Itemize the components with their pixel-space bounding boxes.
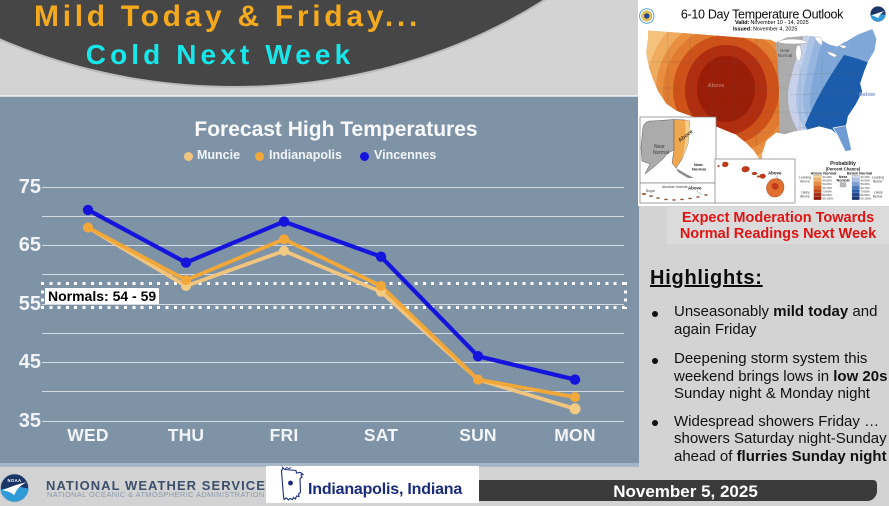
svg-text:Valid:: Valid: [735,20,750,26]
svg-text:Near: Near [694,162,703,167]
svg-text:Above: Above [688,186,702,191]
svg-text:Likely: Likely [874,191,883,195]
svg-text:33-40%: 33-40% [823,175,833,179]
svg-text:Issued:: Issued: [733,27,752,33]
svg-text:November 10 - 14, 2025: November 10 - 14, 2025 [751,20,809,26]
svg-text:60-70%: 60-70% [861,186,871,190]
svg-text:60-70%: 60-70% [823,186,833,190]
svg-text:50-60%: 50-60% [861,182,871,186]
svg-text:Below: Below [859,92,876,98]
svg-text:Probability: Probability [830,161,856,167]
svg-text:90-100%: 90-100% [861,197,872,201]
svg-text:Leaning: Leaning [872,176,884,180]
svg-text:Normal: Normal [778,53,793,58]
svg-text:Normal: Normal [692,167,706,172]
svg-text:Normal: Normal [836,179,849,183]
svg-text:Below: Below [873,180,883,184]
svg-text:Below Normal: Below Normal [847,172,872,176]
svg-text:40-50%: 40-50% [823,179,833,183]
svg-text:November 4, 2025: November 4, 2025 [753,27,797,33]
svg-text:90-100%: 90-100% [823,197,834,201]
svg-text:Above: Above [708,83,725,89]
svg-text:70-80%: 70-80% [823,189,833,193]
svg-text:6-10 Day Temperature Outlook: 6-10 Day Temperature Outlook [681,8,844,22]
svg-text:Aleutian Islands: Aleutian Islands [662,185,688,189]
svg-text:Bogat: Bogat [646,189,655,193]
svg-text:70-80%: 70-80% [861,189,871,193]
svg-text:80-90%: 80-90% [823,193,833,197]
svg-text:Near: Near [839,175,848,179]
svg-text:Likely: Likely [801,191,810,195]
svg-text:Near: Near [780,48,790,53]
svg-text:(Percent Chance): (Percent Chance) [826,167,861,172]
svg-text:Leaning: Leaning [799,176,811,180]
svg-text:80-90%: 80-90% [861,193,871,197]
svg-text:Near: Near [654,144,665,150]
svg-text:40-50%: 40-50% [861,179,871,183]
svg-text:Above: Above [800,180,810,184]
svg-text:Below: Below [873,195,883,199]
svg-text:NOAA: NOAA [8,478,22,483]
svg-text:Normal: Normal [653,150,669,156]
svg-text:Above: Above [800,195,810,199]
svg-text:Above Normal: Above Normal [811,172,837,176]
svg-text:33-40%: 33-40% [861,175,871,179]
svg-text:Above: Above [768,171,782,176]
svg-text:50-60%: 50-60% [823,182,833,186]
